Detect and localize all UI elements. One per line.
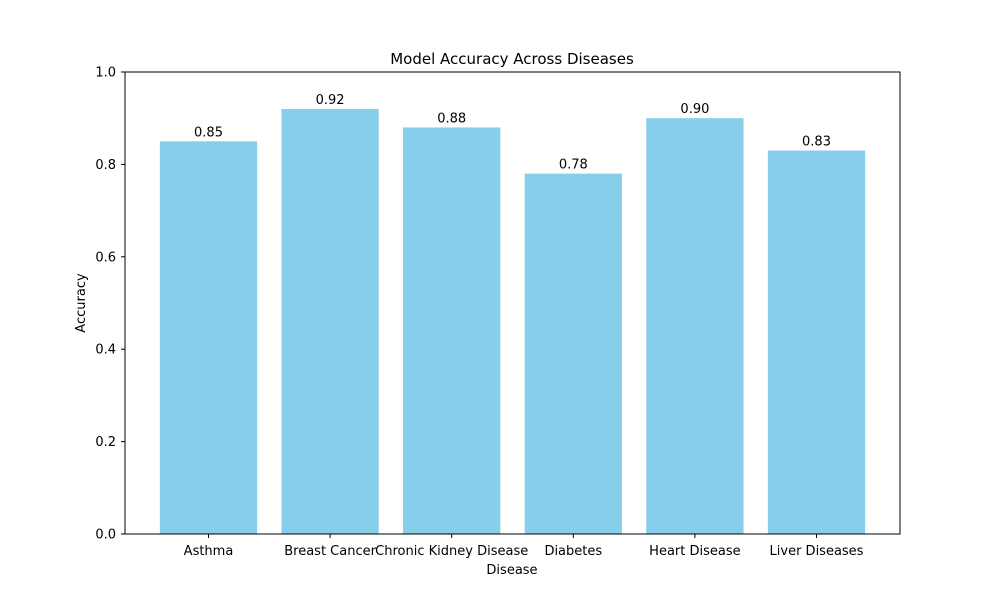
x-axis: Asthma Breast Cancer Chronic Kidney Diseas… xyxy=(184,534,864,559)
y-tick-label-1: 0.2 xyxy=(95,435,116,450)
x-tick-label-breast-cancer: Breast Cancer xyxy=(284,544,376,559)
data-label-breast-cancer: 0.92 xyxy=(316,93,345,108)
x-tick-label-chronic-kidney-disease: Chronic Kidney Disease xyxy=(375,544,528,559)
bar-breast-cancer xyxy=(281,108,379,535)
data-label-diabetes: 0.78 xyxy=(559,158,588,173)
bar-diabetes xyxy=(524,173,622,534)
bar-liver-diseases xyxy=(767,150,866,535)
x-axis-label: Disease xyxy=(486,563,537,578)
data-label-heart-disease: 0.90 xyxy=(680,102,709,117)
x-tick-label-asthma: Asthma xyxy=(184,544,234,559)
y-axis: 0.0 0.2 0.4 0.6 0.8 1.0 xyxy=(95,66,125,543)
y-tick-label-5: 1.0 xyxy=(95,66,116,81)
x-tick-label-diabetes: Diabetes xyxy=(544,544,602,559)
bar-chronic-kidney-disease xyxy=(403,127,501,534)
y-tick-label-2: 0.4 xyxy=(95,343,116,358)
bar-asthma xyxy=(159,141,258,535)
data-labels-group: 0.85 0.92 0.88 0.78 0.90 0.83 xyxy=(194,93,831,173)
plot-frame xyxy=(124,71,901,535)
y-tick-label-0: 0.0 xyxy=(95,528,116,543)
y-tick-label-4: 0.8 xyxy=(95,158,116,173)
bar-heart-disease xyxy=(646,118,744,534)
data-label-liver-diseases: 0.83 xyxy=(802,135,831,150)
y-tick-label-3: 0.6 xyxy=(95,250,116,265)
data-label-asthma: 0.85 xyxy=(194,125,223,140)
data-label-chronic-kidney-disease: 0.88 xyxy=(437,111,466,126)
chart-title: Model Accuracy Across Diseases xyxy=(390,50,634,68)
y-axis-label: Accuracy xyxy=(74,273,89,333)
bars-group xyxy=(159,108,866,535)
x-tick-label-heart-disease: Heart Disease xyxy=(649,544,740,559)
x-tick-label-liver-diseases: Liver Diseases xyxy=(770,544,864,559)
